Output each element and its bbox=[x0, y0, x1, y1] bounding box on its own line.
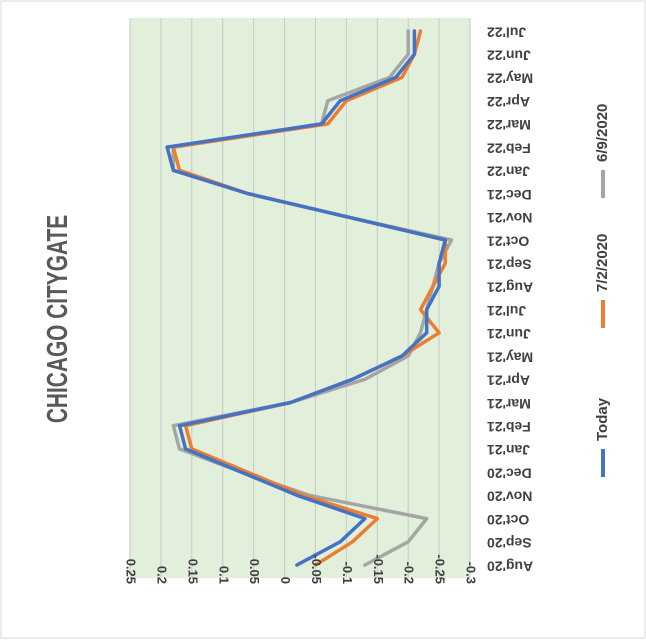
legend: Today 7/2/2020 6/9/2020 bbox=[594, 104, 611, 477]
category-tick-label: Sep'20 bbox=[487, 535, 532, 551]
value-tick-label: 0.2 bbox=[154, 566, 169, 584]
category-tick-label: Jan'21 bbox=[487, 442, 530, 458]
category-tick-label: Feb'21 bbox=[487, 419, 531, 435]
category-tick-labels: Aug'20 Sep'20 Oct'20 Nov'20 Dec'20 Jan'21 Feb'… bbox=[487, 24, 533, 574]
category-tick-label: Apr'21 bbox=[487, 373, 530, 389]
legend-label: Today bbox=[594, 397, 611, 441]
value-tick-label: -0.1 bbox=[340, 562, 355, 584]
category-tick-label: Jul'21 bbox=[487, 303, 526, 319]
value-tick-label: -0.3 bbox=[464, 562, 479, 584]
value-tick-label: 0 bbox=[278, 577, 293, 584]
value-tick-labels: 0.25 0.2 0.15 0.1 0.05 0 -0.05 -0.1 -0.15 -0.2 -0.… bbox=[124, 554, 479, 584]
category-tick-label: Jan'22 bbox=[487, 164, 530, 180]
value-tick-label: -0.05 bbox=[309, 554, 324, 584]
value-tick-label: -0.15 bbox=[371, 554, 386, 584]
gridlines bbox=[129, 18, 471, 578]
category-tick-label: May'22 bbox=[487, 71, 533, 87]
value-tick-label: -0.2 bbox=[402, 562, 417, 584]
category-tick-label: Jun'21 bbox=[487, 326, 531, 342]
category-tick-label: Oct'21 bbox=[487, 233, 529, 249]
legend-label: 6/9/2020 bbox=[594, 104, 611, 162]
series-line bbox=[171, 29, 448, 567]
category-tick-label: Aug'21 bbox=[487, 280, 533, 296]
value-tick-label: -0.25 bbox=[433, 554, 448, 584]
category-tick-label: Jun'22 bbox=[487, 48, 531, 64]
category-tick-label: Dec'20 bbox=[487, 465, 532, 481]
category-tick-label: Aug'20 bbox=[487, 558, 533, 574]
category-tick-label: Jul'22 bbox=[487, 24, 526, 40]
category-tick-label: May'21 bbox=[487, 349, 533, 365]
chart-title: CHICAGO CITYGATE bbox=[42, 215, 74, 423]
category-tick-label: Apr'22 bbox=[487, 94, 530, 110]
value-tick-label: 0.1 bbox=[216, 566, 231, 584]
category-tick-label: Oct'20 bbox=[487, 512, 529, 528]
legend-label: 7/2/2020 bbox=[594, 234, 611, 292]
category-tick-label: Nov'20 bbox=[487, 489, 533, 505]
value-tick-label: 0.05 bbox=[247, 559, 262, 584]
value-tick-label: 0.25 bbox=[124, 559, 139, 584]
series-line bbox=[165, 29, 448, 567]
category-tick-label: Mar'22 bbox=[487, 117, 531, 133]
plot-area bbox=[130, 18, 470, 578]
category-tick-label: Feb'22 bbox=[487, 140, 531, 156]
series-lines bbox=[165, 29, 454, 567]
value-tick-label: 0.15 bbox=[185, 559, 200, 584]
category-tick-label: Sep'21 bbox=[487, 256, 532, 272]
category-tick-label: Mar'21 bbox=[487, 396, 531, 412]
category-tick-label: Dec'21 bbox=[487, 187, 532, 203]
category-tick-label: Nov'21 bbox=[487, 210, 533, 226]
